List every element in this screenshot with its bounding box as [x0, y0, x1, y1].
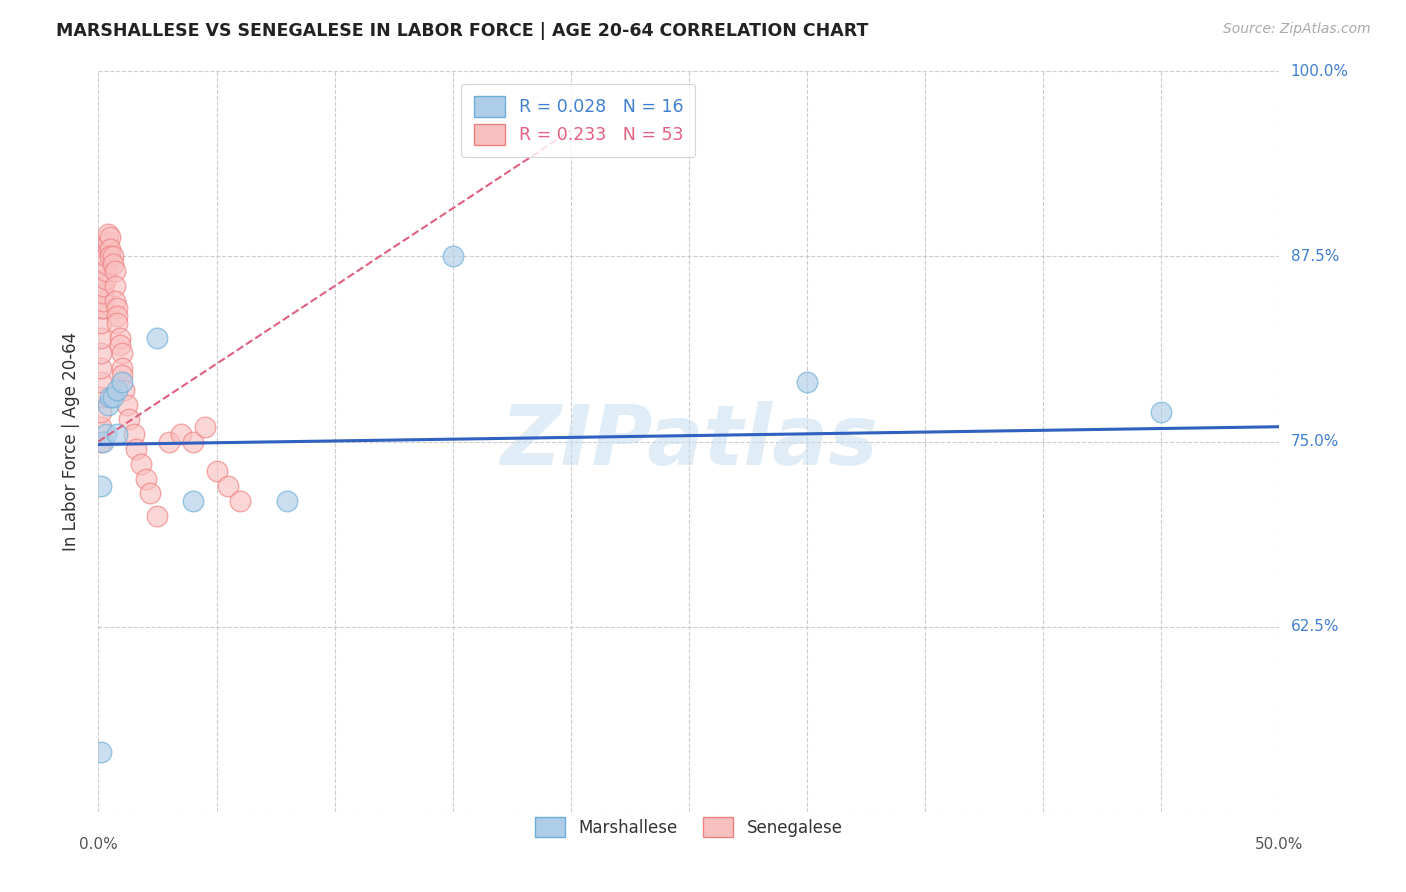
Point: [111, 345, 134, 359]
Point: [441, 249, 464, 264]
Point: [181, 434, 204, 449]
Point: [90, 345, 112, 359]
Point: [111, 368, 134, 382]
Point: [108, 338, 131, 352]
Point: [90, 360, 112, 375]
Point: [146, 508, 169, 523]
Point: [97, 398, 120, 412]
Point: [98, 390, 121, 404]
Point: [139, 486, 162, 500]
Point: [111, 376, 134, 390]
Point: [94, 264, 117, 278]
Point: [91, 434, 114, 449]
Point: [91, 301, 114, 316]
Point: [97, 235, 120, 249]
Point: [105, 316, 128, 330]
Point: [157, 434, 180, 449]
Point: [217, 479, 239, 493]
Point: [105, 301, 128, 316]
Point: [101, 390, 124, 404]
Point: [135, 472, 157, 486]
Point: [111, 360, 134, 375]
Point: [90, 301, 112, 316]
Point: [118, 412, 141, 426]
Point: [91, 293, 114, 308]
Point: [90, 390, 112, 404]
Point: [122, 427, 145, 442]
Point: [115, 398, 138, 412]
Text: 87.5%: 87.5%: [1291, 249, 1339, 264]
Point: [90, 316, 112, 330]
Point: [105, 309, 128, 323]
Text: 75.0%: 75.0%: [1291, 434, 1339, 449]
Point: [94, 271, 117, 285]
Text: MARSHALLESE VS SENEGALESE IN LABOR FORCE | AGE 20-64 CORRELATION CHART: MARSHALLESE VS SENEGALESE IN LABOR FORCE…: [56, 22, 869, 40]
Point: [94, 249, 117, 264]
Point: [1150, 405, 1173, 419]
Point: [104, 279, 127, 293]
Point: [105, 383, 128, 397]
Point: [90, 376, 112, 390]
Point: [97, 227, 120, 242]
Y-axis label: In Labor Force | Age 20-64: In Labor Force | Age 20-64: [62, 332, 80, 551]
Text: 50.0%: 50.0%: [1256, 837, 1303, 852]
Text: ZIPatlas: ZIPatlas: [501, 401, 877, 482]
Point: [97, 242, 120, 256]
Point: [98, 249, 121, 264]
Point: [194, 419, 217, 434]
Point: [90, 479, 112, 493]
Point: [98, 242, 121, 256]
Point: [104, 264, 127, 278]
Point: [90, 419, 112, 434]
Point: [205, 464, 228, 478]
Point: [105, 427, 128, 442]
Text: 100.0%: 100.0%: [1291, 64, 1348, 78]
Point: [98, 230, 121, 244]
Point: [796, 376, 818, 390]
Point: [125, 442, 148, 456]
Point: [170, 427, 193, 442]
Point: [108, 331, 131, 345]
Point: [101, 257, 124, 271]
Point: [104, 293, 127, 308]
Text: Source: ZipAtlas.com: Source: ZipAtlas.com: [1223, 22, 1371, 37]
Point: [91, 286, 114, 301]
Point: [90, 434, 112, 449]
Point: [90, 746, 112, 760]
Point: [94, 257, 117, 271]
Point: [101, 249, 124, 264]
Point: [90, 405, 112, 419]
Text: 62.5%: 62.5%: [1291, 619, 1339, 634]
Legend: Marshallese, Senegalese: Marshallese, Senegalese: [529, 811, 849, 844]
Point: [276, 493, 298, 508]
Text: 0.0%: 0.0%: [79, 837, 118, 852]
Point: [94, 427, 117, 442]
Point: [90, 331, 112, 345]
Point: [91, 279, 114, 293]
Point: [181, 493, 204, 508]
Point: [129, 457, 152, 471]
Point: [229, 493, 252, 508]
Point: [146, 331, 169, 345]
Point: [112, 383, 135, 397]
